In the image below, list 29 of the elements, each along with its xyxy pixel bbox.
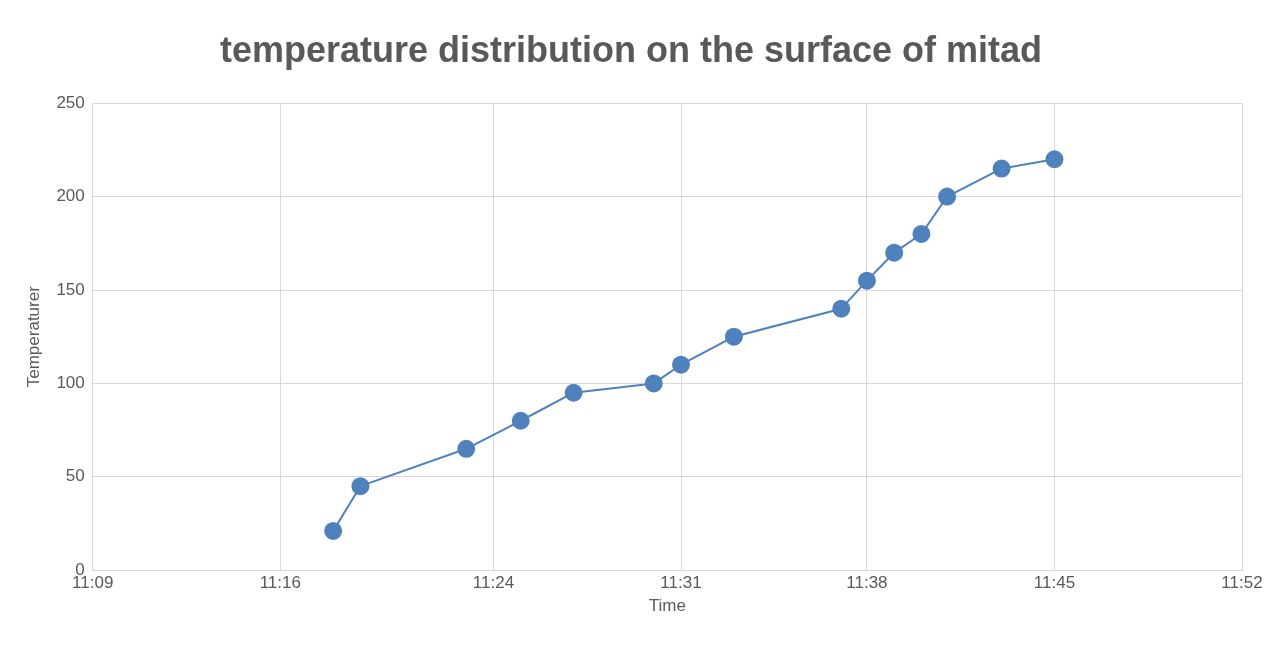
point (857, 271, 876, 290)
point (832, 299, 851, 318)
y-axis-title: Temperaturer (23, 285, 43, 388)
point (324, 521, 343, 540)
x-axis-title: Time (648, 596, 686, 616)
x-tick-label: 11:52 (1221, 573, 1263, 593)
point (564, 383, 583, 402)
y-tick-label: 200 (56, 186, 85, 206)
x-tick-label: 11:45 (1033, 573, 1076, 593)
point (992, 159, 1011, 178)
y-tick-label: 250 (56, 92, 85, 112)
x-tick-label: 11:16 (259, 573, 301, 593)
point (351, 477, 370, 496)
point (938, 187, 957, 206)
chart-title: temperature distribution on the surface of mitad (219, 28, 1043, 70)
point (885, 243, 904, 262)
point (1045, 150, 1064, 169)
x-tick-label: 11:38 (846, 573, 888, 593)
x-tick-label: 11:24 (472, 573, 515, 593)
y-tick-label: 150 (56, 279, 85, 299)
point (672, 355, 691, 374)
point (457, 439, 476, 458)
point (644, 374, 663, 393)
y-tick-label: 50 (65, 466, 85, 486)
y-tick-label: 100 (56, 373, 85, 393)
point (724, 327, 743, 346)
point (912, 224, 931, 243)
point (511, 411, 530, 430)
x-tick-label: 11:31 (660, 573, 702, 593)
